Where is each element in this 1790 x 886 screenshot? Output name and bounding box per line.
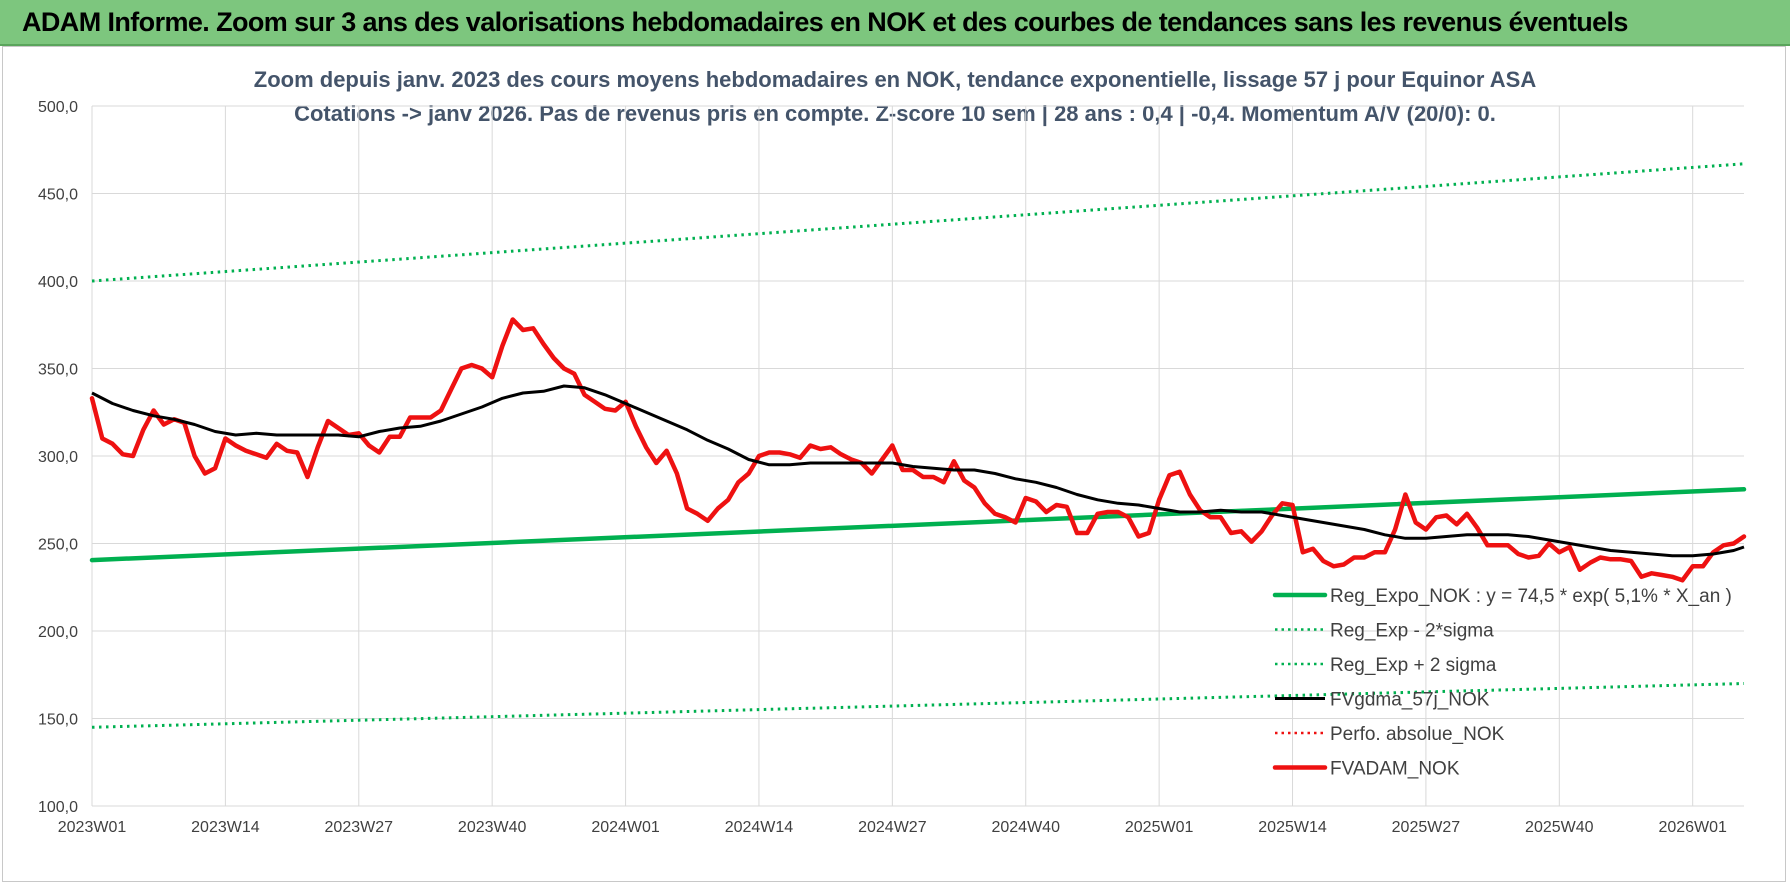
- x-tick-label: 2025W14: [1258, 819, 1327, 836]
- x-tick-label: 2023W01: [58, 819, 127, 836]
- y-tick-label: 350,0: [38, 362, 78, 379]
- x-tick-label: 2024W01: [591, 819, 660, 836]
- series-line-reg-exp-2-sigma: [91, 682, 1745, 729]
- legend-label: FVgdma_57j_NOK: [1330, 690, 1490, 711]
- series-line-fvgdma-57j-nok: [91, 384, 1745, 558]
- x-tick-label: 2024W27: [858, 819, 927, 836]
- legend-label: Reg_Exp - 2*sigma: [1330, 621, 1494, 642]
- x-tick-label: 2024W14: [725, 819, 794, 836]
- legend-label: Reg_Expo_NOK : y = 74,5 * exp( 5,1% * X_…: [1330, 586, 1732, 607]
- series-line-reg-exp-2-sigma: [91, 162, 1745, 283]
- report-title: ADAM Informe. Zoom sur 3 ans des valoris…: [22, 7, 1628, 37]
- x-tick-label: 2023W27: [325, 819, 394, 836]
- x-tick-label: 2023W14: [191, 819, 260, 836]
- series-line-reg-expo-nok-y-74-5-exp-5-1-x-: [89, 487, 1747, 563]
- y-tick-label: 200,0: [38, 624, 78, 641]
- legend-label: FVADAM_NOK: [1330, 759, 1460, 780]
- y-tick-label: 250,0: [38, 537, 78, 554]
- legend-label: Perfo. absolue_NOK: [1330, 724, 1505, 745]
- x-tick-label: 2025W27: [1392, 819, 1461, 836]
- chart-subtitle-line-1: Zoom depuis janv. 2023 des cours moyens …: [254, 67, 1537, 92]
- x-tick-label: 2023W40: [458, 819, 527, 836]
- y-tick-label: 300,0: [38, 449, 78, 466]
- x-tick-label: 2025W01: [1125, 819, 1194, 836]
- report-banner: ADAM Informe. Zoom sur 3 ans des valoris…: [0, 0, 1790, 46]
- x-tick-label: 2024W40: [991, 819, 1060, 836]
- y-tick-label: 400,0: [38, 274, 78, 291]
- x-tick-label: 2026W01: [1658, 819, 1727, 836]
- y-tick-label: 150,0: [38, 712, 78, 729]
- x-tick-label: 2025W40: [1525, 819, 1594, 836]
- y-tick-label: 100,0: [38, 799, 78, 816]
- chart-subtitle-line-2: Cotations -> janv 2026. Pas de revenus p…: [294, 101, 1496, 126]
- legend-label: Reg_Exp + 2 sigma: [1330, 655, 1497, 676]
- series-line-fvadam-nok: [89, 317, 1747, 583]
- y-tick-label: 500,0: [38, 99, 78, 116]
- chart-frame: [2, 46, 1786, 882]
- y-tick-label: 450,0: [38, 187, 78, 204]
